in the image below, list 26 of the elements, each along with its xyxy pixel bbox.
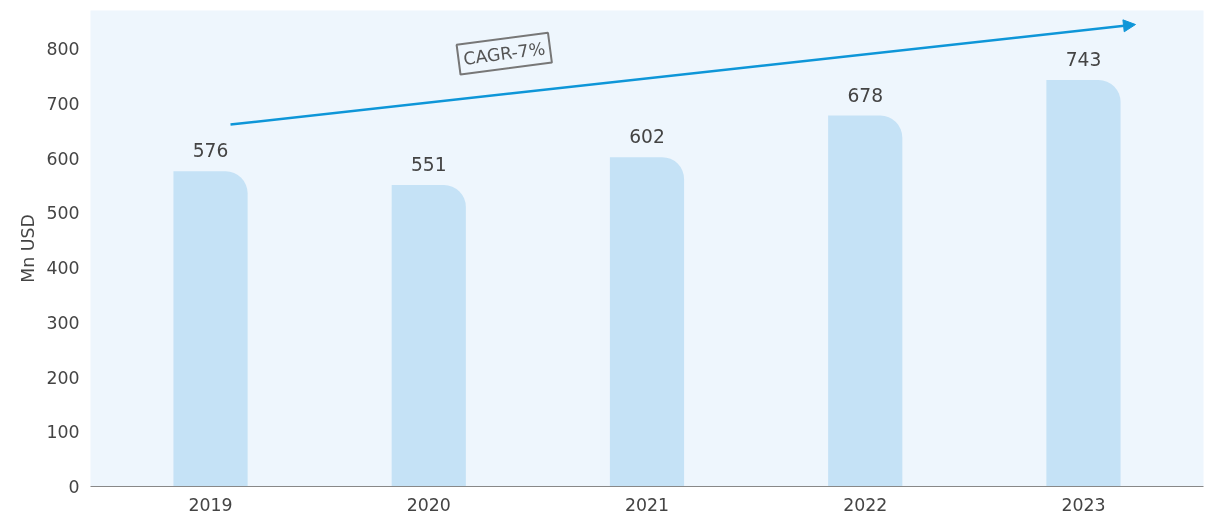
y-tick-label: 500 [46,203,80,224]
bar [173,171,248,487]
x-tick-label: 2019 [188,494,233,515]
x-tick-label: 2023 [1061,494,1106,515]
y-tick-label: 600 [46,148,80,169]
bar [1046,79,1121,487]
bar [609,157,685,487]
y-tick-label: 700 [46,94,80,115]
y-tick-label: 400 [46,258,80,279]
x-tick-label: 2021 [624,494,670,515]
data-label: 602 [629,126,665,148]
annotation: CAGR-7% [462,38,547,69]
bar [828,115,903,487]
y-axis-title: Mn USD [18,214,39,283]
x-tick-label: 2022 [843,494,888,515]
y-tick-label: 0 [68,477,80,497]
y-tick-label: 100 [46,422,80,443]
y-tick-label: 200 [46,367,80,388]
data-label: 743 [1065,48,1102,70]
y-tick-label: 800 [46,39,80,60]
data-label: 576 [192,140,229,162]
bar [391,185,466,487]
x-tick-label: 2020 [406,494,451,515]
data-label: 551 [410,154,447,176]
y-tick-label: 300 [46,312,80,333]
data-label: 678 [847,84,884,106]
